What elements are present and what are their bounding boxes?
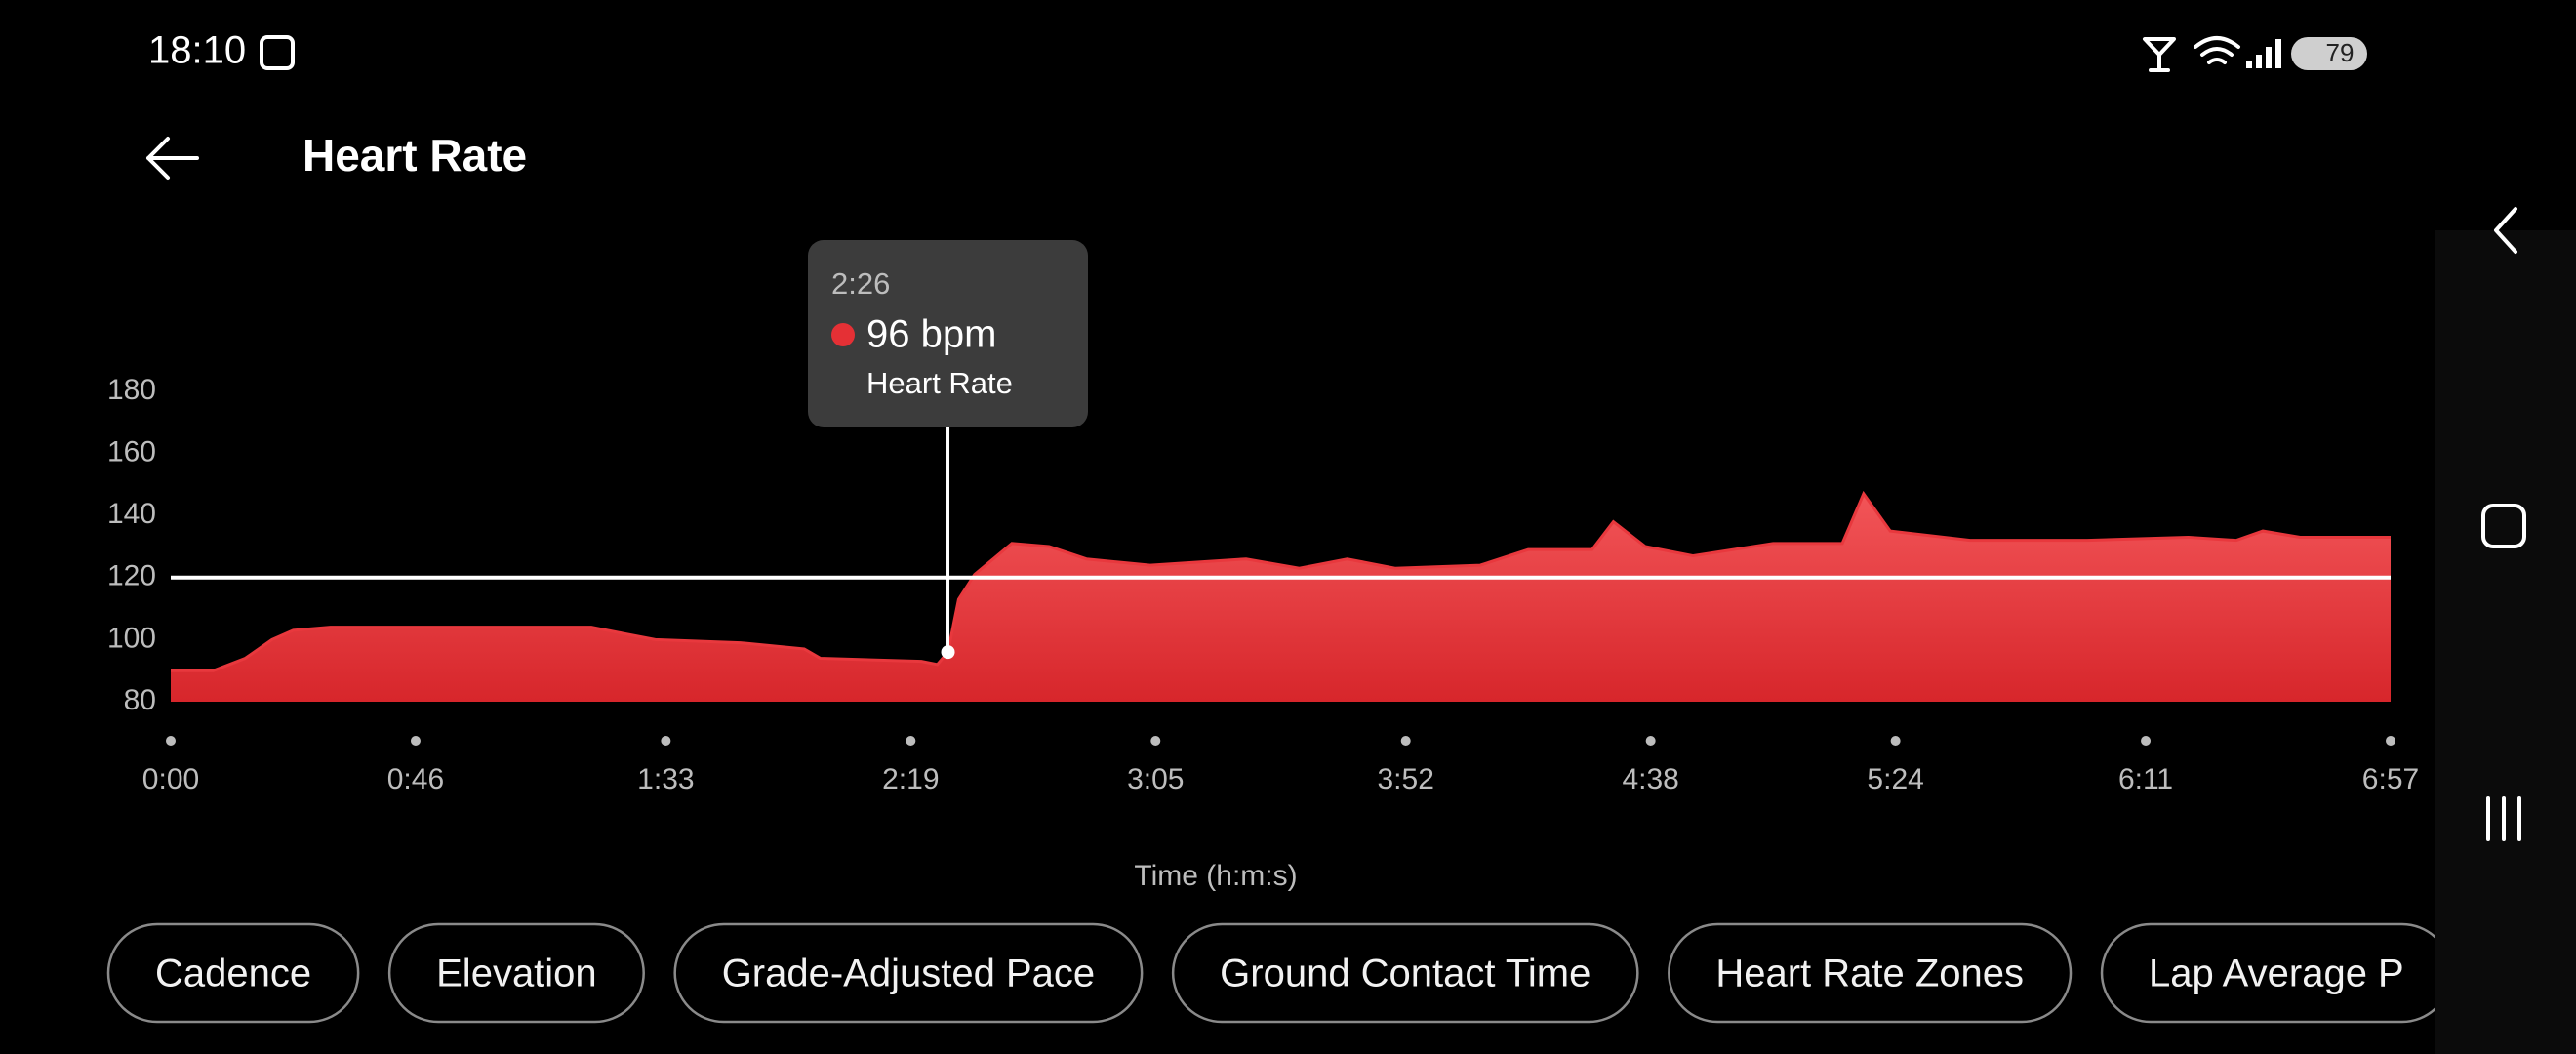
chip[interactable] — [2100, 922, 2451, 1024]
x-tick-dot — [661, 736, 671, 746]
chip[interactable] — [673, 922, 1144, 1024]
x-tick-dot — [2141, 736, 2152, 746]
x-tick-label: 0:46 — [387, 763, 444, 795]
chip[interactable] — [106, 922, 360, 1024]
back-button[interactable] — [146, 137, 199, 180]
chip-label: Cadence — [155, 953, 311, 995]
x-tick-dot — [1890, 736, 1901, 746]
x-tick-label: 6:57 — [2362, 763, 2419, 795]
tooltip-value: 96 bpm — [866, 313, 996, 356]
nav-recents[interactable] — [2486, 796, 2521, 841]
x-tick-label: 0:00 — [142, 763, 199, 795]
status-icons — [2143, 36, 2367, 72]
chip-label: Ground Contact Time — [1220, 953, 1590, 995]
x-tick-label: 3:05 — [1127, 763, 1184, 795]
y-tick-label: 100 — [107, 622, 156, 654]
nav-home[interactable] — [2481, 504, 2526, 548]
y-tick-label: 80 — [124, 684, 156, 716]
nav-back[interactable] — [2494, 207, 2517, 254]
x-tick-dot — [166, 736, 176, 746]
x-tick-dot — [906, 736, 916, 746]
chip[interactable] — [1171, 922, 1639, 1024]
screenshot-icon — [260, 35, 295, 70]
tooltip-swatch — [831, 323, 855, 346]
x-tick-label: 1:33 — [637, 763, 694, 795]
x-tick-dot — [410, 736, 421, 746]
x-tick-dot — [1150, 736, 1161, 746]
x-tick-label: 4:38 — [1622, 763, 1678, 795]
y-tick-label: 180 — [107, 374, 156, 406]
tooltip-box — [808, 240, 1088, 427]
chip-label: Grade-Adjusted Pace — [722, 953, 1095, 995]
y-tick-label: 140 — [107, 498, 156, 530]
chip[interactable] — [1668, 922, 2073, 1024]
nav-bar — [2435, 230, 2576, 1054]
tooltip-name: Heart Rate — [866, 366, 1013, 400]
status-time: 18:10 — [148, 29, 246, 72]
line — [171, 490, 2391, 672]
x-tick-label: 2:19 — [882, 763, 939, 795]
x-axis-title: Time (h:m:s) — [1134, 860, 1297, 892]
page-title: Heart Rate — [302, 130, 527, 181]
chip[interactable] — [387, 922, 645, 1024]
battery-level: 79 — [2326, 38, 2355, 67]
y-tick-label: 160 — [107, 436, 156, 468]
plot: 80 100 120 140 160 180 0:00 0:46 1:33 2:19 3:05 3:5… — [107, 240, 2419, 892]
chip-row: Cadence Elevation Grade-Adjusted Pace Groun… — [106, 922, 2451, 1024]
chip-label: Elevation — [436, 953, 597, 995]
x-tick-label: 5:24 — [1867, 763, 1923, 795]
tooltip-time: 2:26 — [831, 266, 890, 301]
chip-label: Heart Rate Zones — [1715, 953, 2024, 995]
tooltip-point — [941, 645, 955, 660]
y-tick-label: 120 — [107, 560, 156, 592]
area — [171, 493, 2391, 702]
x-tick-label: 3:52 — [1378, 763, 1434, 795]
chip-label: Lap Average P — [2149, 953, 2404, 995]
x-tick-label: 6:11 — [2118, 763, 2173, 795]
x-tick-dot — [1645, 736, 1656, 746]
x-tick-dot — [2386, 736, 2395, 746]
x-tick-dot — [1400, 736, 1411, 746]
